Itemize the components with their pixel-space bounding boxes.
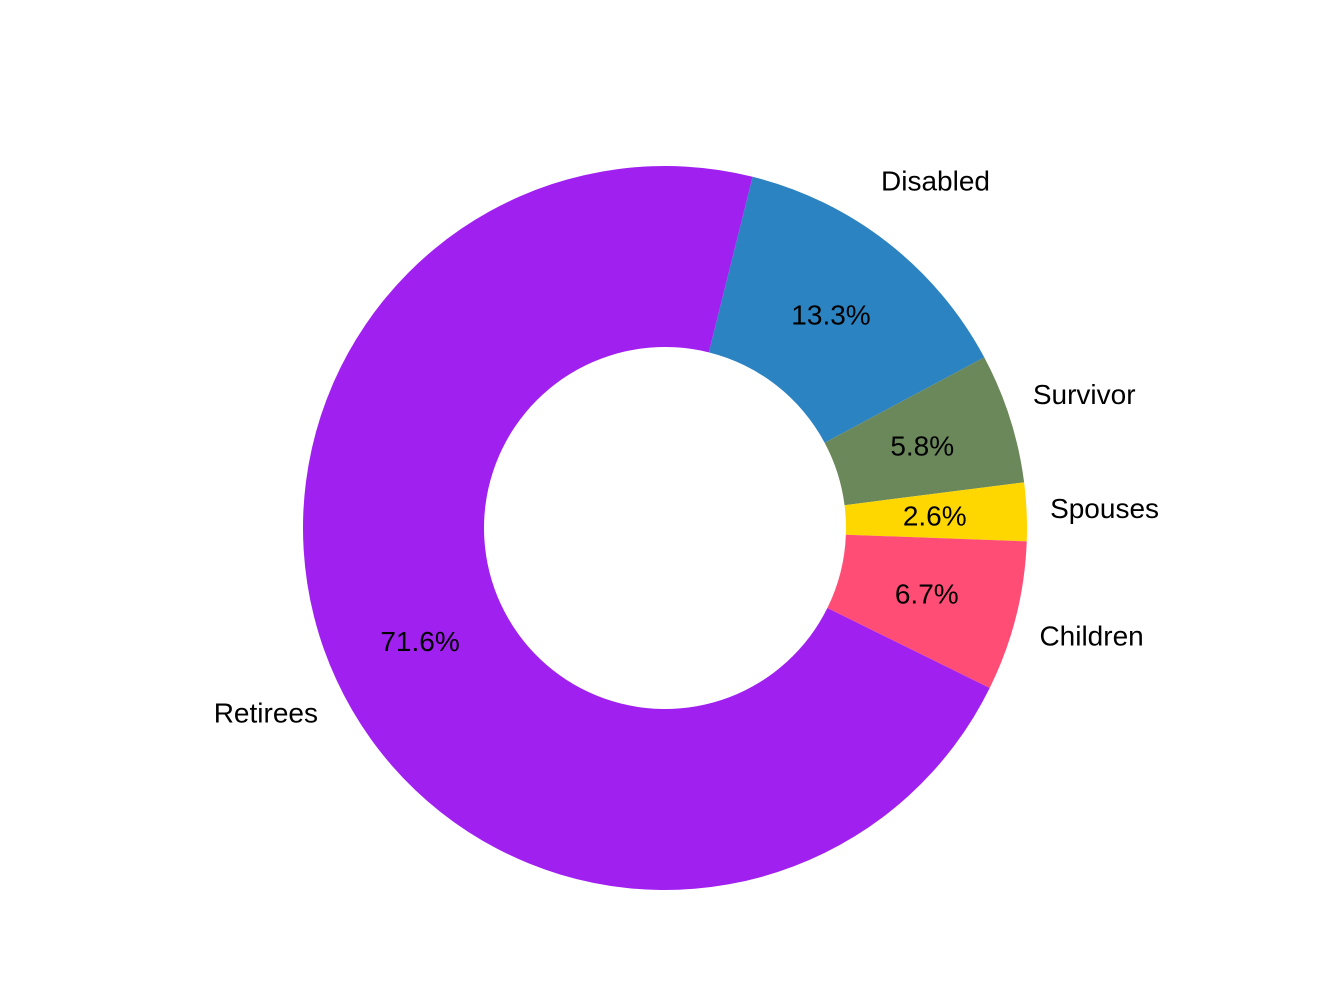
percent-label-survivor: 5.8% [890,431,954,462]
slice-children [827,534,1027,689]
percent-label-children: 6.7% [895,579,959,610]
percent-label-spouses: 2.6% [903,500,967,531]
category-label-survivor: Survivor [1033,379,1136,410]
percent-labels: 13.3% 5.8% 2.6% 6.7% 71.6% [380,300,966,658]
percent-label-retirees: 71.6% [380,626,459,657]
category-labels: Disabled Survivor Spouses Children Retirees [214,165,1159,728]
percent-label-disabled: 13.3% [791,300,870,331]
slice-retirees [303,165,990,890]
category-label-spouses: Spouses [1050,493,1159,524]
slice-disabled [708,176,985,443]
donut-slices [303,165,1027,890]
category-label-retirees: Retirees [214,698,318,729]
category-label-disabled: Disabled [881,165,990,196]
slice-spouses [844,482,1027,542]
slice-survivor [824,357,1025,506]
category-label-children: Children [1039,620,1143,651]
